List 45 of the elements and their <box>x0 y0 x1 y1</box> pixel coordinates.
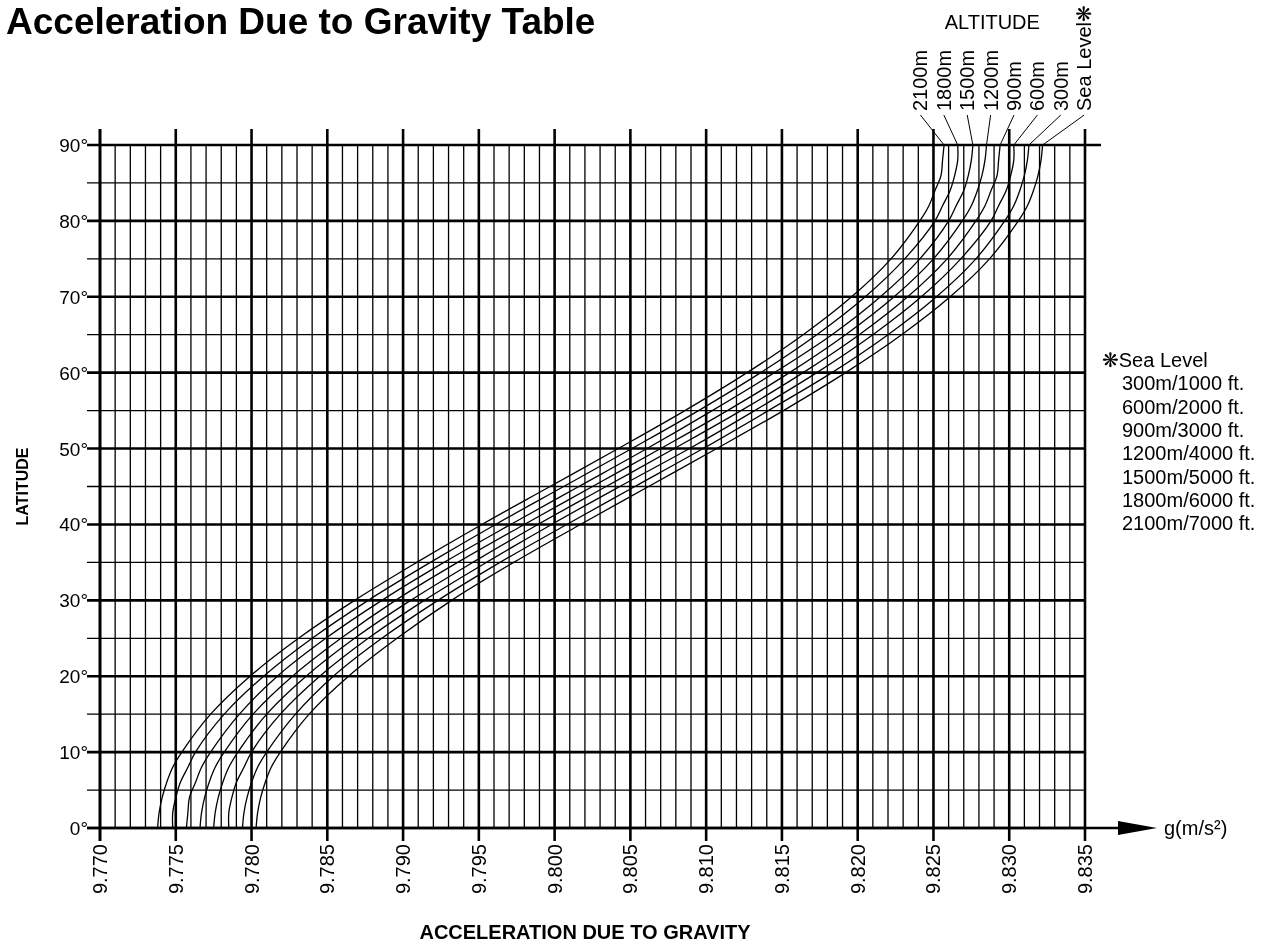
x-tick-label: 9.825 <box>922 844 945 895</box>
x-tick-label: 9.790 <box>392 844 415 895</box>
text: 600m <box>1026 60 1049 111</box>
x-axis-title: ACCELERATION DUE TO GRAVITY <box>419 921 752 943</box>
text: 1200m/4000 ft. <box>1122 442 1256 465</box>
x-tick-label: 9.780 <box>240 844 263 895</box>
text: 1500m/5000 ft. <box>1122 465 1256 488</box>
x-tick-label: 9.820 <box>846 844 869 895</box>
y-tick-label: 90° <box>59 134 88 156</box>
y-tick-label: 70° <box>59 286 88 308</box>
y-tick-label: 0° <box>69 817 88 839</box>
text: 300m <box>1049 60 1072 111</box>
x-tick-label: 9.785 <box>316 844 339 895</box>
y-tick-label: 80° <box>59 210 88 232</box>
text: ❋Sea Level <box>1102 349 1208 371</box>
y-tick-label: 30° <box>59 589 88 611</box>
x-tick-label: 9.810 <box>695 844 718 895</box>
x-tick-label: 9.805 <box>619 844 642 895</box>
x-tick-label: 9.800 <box>543 844 566 895</box>
text: 900m/3000 ft. <box>1122 418 1245 441</box>
chart-title: Acceleration Due to Gravity Table <box>6 1 596 42</box>
text: Sea Level❋ <box>1073 5 1096 111</box>
text: 1200m <box>979 49 1002 111</box>
y-tick-label: 10° <box>59 741 88 763</box>
text: 300m/1000 ft. <box>1122 372 1245 395</box>
x-tick-label: 9.775 <box>164 844 187 895</box>
y-tick-label: 50° <box>59 438 88 460</box>
y-tick-label: 20° <box>59 665 88 687</box>
text: 1800m/6000 ft. <box>1122 488 1256 511</box>
x-tick-label: 9.815 <box>770 844 793 895</box>
text: 900m <box>1003 60 1026 111</box>
x-tick-label: 9.770 <box>89 844 111 895</box>
y-axis-title: LATITUDE <box>13 447 31 526</box>
x-tick-label: 9.795 <box>467 844 490 895</box>
text: g(m/s²) <box>1164 817 1228 839</box>
text: 1800m <box>932 49 955 111</box>
y-tick-label: 40° <box>59 513 88 535</box>
text: 2100m <box>909 49 932 111</box>
text: 1500m <box>956 49 979 111</box>
text: ALTITUDE <box>944 11 1040 33</box>
text: 2100m/7000 ft. <box>1122 512 1256 535</box>
text: 600m/2000 ft. <box>1122 395 1245 418</box>
x-tick-label: 9.830 <box>998 844 1021 895</box>
x-tick-label: 9.835 <box>1074 844 1096 895</box>
y-tick-label: 60° <box>59 362 88 384</box>
